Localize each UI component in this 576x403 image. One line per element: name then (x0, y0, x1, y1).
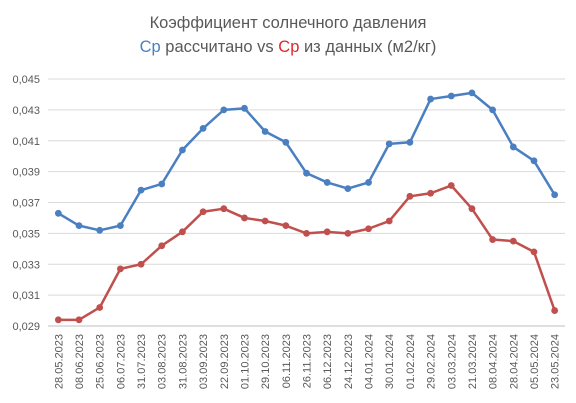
title-series-a-label: Cp (139, 38, 161, 56)
data-point-series-1 (75, 222, 83, 230)
y-tick-label: 0,045 (12, 74, 40, 86)
chart-title-line2: Cp рассчитано vs Cp из данных (м2/кг) (0, 38, 576, 57)
data-point-series-1 (530, 157, 538, 165)
data-point-series-2 (96, 304, 104, 311)
y-tick-label: 0,029 (12, 321, 40, 333)
x-tick-label: 01.02.2024 (405, 334, 417, 389)
data-point-series-2 (282, 222, 290, 230)
data-point-series-2 (468, 205, 476, 213)
x-tick-label: 29.10.2023 (260, 334, 272, 389)
data-point-series-2 (241, 214, 248, 222)
data-point-series-1 (344, 185, 352, 193)
x-tick-label: 26.11.2023 (302, 334, 314, 388)
x-tick-label: 31.07.2023 (136, 334, 148, 389)
data-point-series-1 (365, 179, 372, 186)
data-point-series-2 (447, 182, 455, 189)
x-tick-label: 01.10.2023 (239, 334, 251, 389)
series-line-1 (57, 91, 556, 232)
y-tick-label: 0,037 (12, 198, 40, 210)
x-tick-label: 03.09.2023 (198, 334, 210, 389)
data-point-series-2 (427, 189, 434, 197)
x-tick-label: 25.06.2023 (95, 334, 107, 389)
data-point-series-1 (385, 140, 393, 148)
data-point-series-1 (220, 106, 228, 114)
x-tick-label: 28.05.2023 (53, 334, 65, 389)
data-point-series-1 (447, 92, 455, 100)
x-tick-label: 03.08.2023 (157, 334, 169, 389)
data-point-series-1 (282, 138, 290, 146)
data-point-series-2 (158, 242, 166, 250)
data-point-series-2 (385, 217, 393, 225)
x-tick-label: 29.02.2024 (426, 334, 438, 389)
x-tick-label: 24.12.2023 (343, 334, 355, 389)
data-point-series-2 (509, 237, 517, 245)
y-tick-label: 0,035 (12, 228, 40, 240)
data-point-series-2 (406, 192, 414, 200)
data-point-series-2 (344, 229, 352, 237)
data-point-series-1 (303, 169, 310, 177)
data-point-series-1 (96, 226, 104, 234)
x-tick-label: 28.04.2024 (508, 334, 520, 389)
data-point-series-2 (365, 225, 372, 233)
y-tick-label: 0,031 (12, 290, 40, 302)
data-point-series-1 (509, 143, 517, 151)
data-point-series-1 (179, 146, 186, 154)
x-tick-label: 05.05.2024 (529, 334, 541, 389)
data-point-series-2 (116, 265, 124, 273)
data-point-series-1 (406, 138, 414, 146)
title-middle-text: рассчитано vs (165, 38, 274, 56)
title-rest-text: из данных (м2/кг) (303, 38, 437, 56)
data-point-series-2 (323, 228, 331, 236)
data-point-series-2 (551, 307, 559, 314)
data-point-series-2 (489, 236, 497, 243)
x-tick-label: 04.01.2024 (364, 334, 376, 389)
data-point-series-2 (261, 217, 269, 225)
title-series-b-label: Cp (278, 38, 300, 56)
data-point-series-2 (75, 316, 83, 324)
x-tick-label: 23.05.2024 (550, 334, 562, 389)
chart-title-line1: Коэффициент солнечного давления (149, 14, 427, 32)
x-tick-label: 22.09.2023 (219, 334, 231, 389)
data-point-series-1 (261, 128, 269, 135)
x-tick-label: 06.11.2023 (281, 334, 293, 388)
data-point-series-1 (241, 104, 248, 112)
data-point-series-2 (530, 248, 538, 256)
data-point-series-1 (323, 179, 331, 186)
data-point-series-2 (54, 316, 62, 324)
data-point-series-1 (427, 95, 434, 103)
x-tick-label: 06.07.2023 (115, 334, 127, 389)
y-tick-label: 0,039 (12, 167, 40, 179)
x-tick-label: 30.01.2024 (384, 334, 396, 389)
data-point-series-1 (468, 89, 476, 97)
data-point-series-2 (179, 228, 186, 236)
data-point-series-1 (54, 209, 62, 217)
x-tick-label: 03.03.2024 (446, 334, 458, 389)
data-point-series-2 (220, 205, 228, 213)
data-point-series-1 (137, 186, 145, 194)
data-point-series-1 (116, 222, 124, 230)
data-point-series-1 (158, 180, 166, 188)
x-tick-label: 21.03.2024 (467, 334, 479, 389)
x-tick-label: 08.04.2024 (488, 334, 500, 389)
x-tick-label: 06.12.2023 (322, 334, 334, 389)
data-point-series-1 (551, 191, 559, 199)
data-point-series-2 (137, 260, 145, 268)
x-tick-label: 31.08.2023 (177, 334, 189, 389)
data-point-series-1 (489, 106, 497, 114)
x-tick-label: 08.06.2023 (74, 334, 86, 389)
y-tick-label: 0,033 (12, 259, 40, 271)
data-point-series-2 (199, 208, 207, 216)
data-point-series-2 (303, 229, 310, 237)
y-tick-label: 0,041 (12, 136, 40, 148)
y-tick-label: 0,043 (12, 105, 40, 117)
data-point-series-1 (199, 124, 207, 132)
